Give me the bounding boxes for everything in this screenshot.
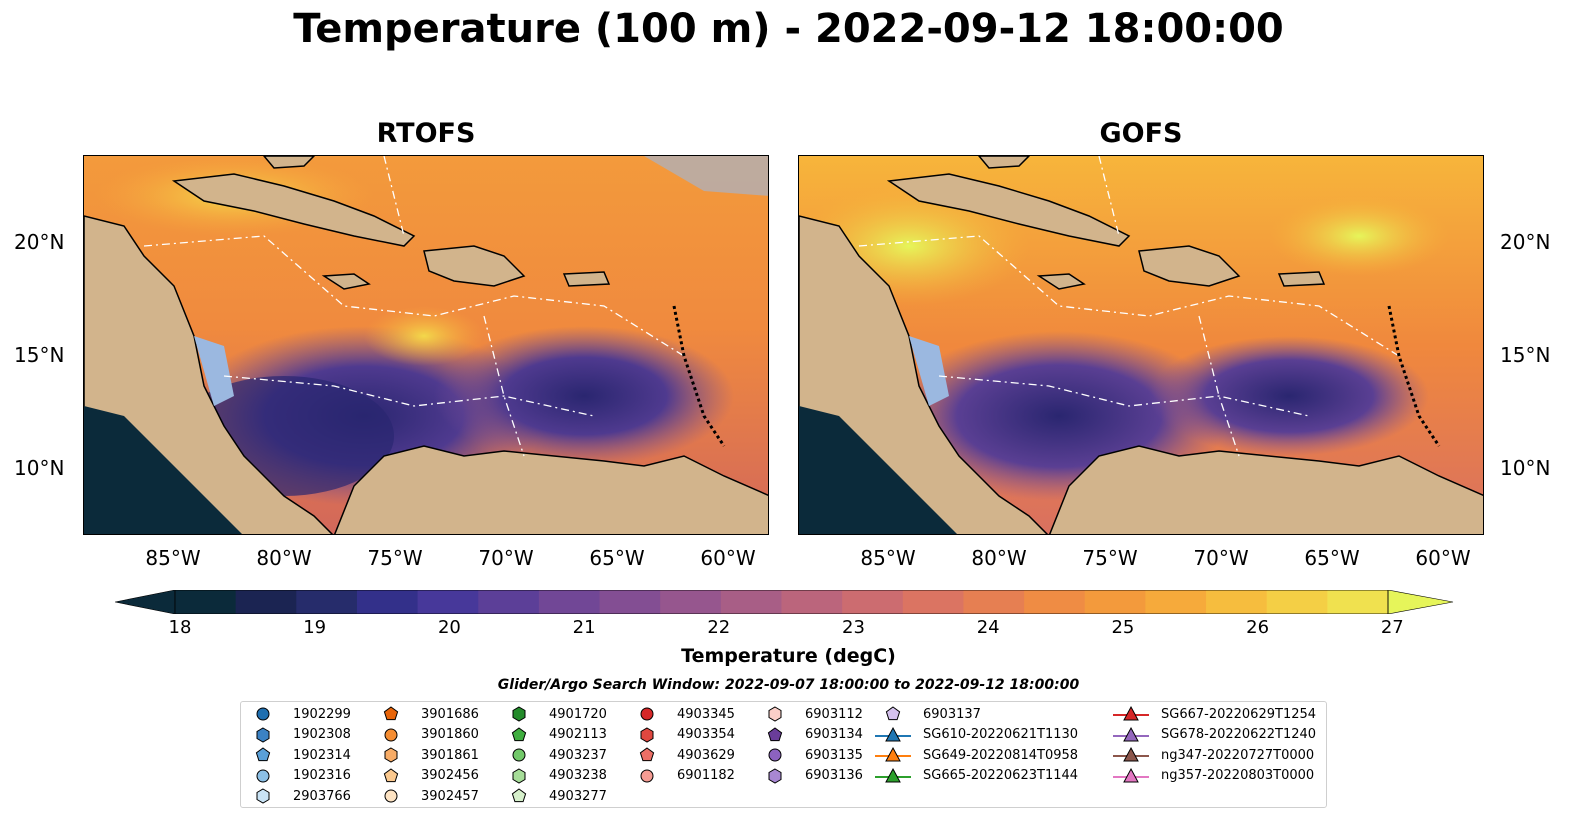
lon-label-80w-1: 80°W xyxy=(256,546,312,570)
lon-label-65w-1: 65°W xyxy=(589,546,645,570)
legend-item: 4903354 xyxy=(627,725,735,745)
colorbar-tick: 23 xyxy=(842,617,865,638)
lat-label-10-left: 10°N xyxy=(14,456,65,480)
legend-item-label: ng347-20220727T0000 xyxy=(1161,747,1315,763)
colorbar-tick: 21 xyxy=(572,617,596,638)
legend-item-label: 6903112 xyxy=(805,706,863,722)
legend-item: 6903136 xyxy=(755,766,863,786)
legend-item-label: SG649-20220814T0958 xyxy=(923,747,1079,763)
figure-title: Temperature (100 m) - 2022-09-12 18:00:0… xyxy=(293,6,1284,52)
legend-item: 4903629 xyxy=(627,745,735,765)
colorbar-tick: 18 xyxy=(168,617,192,638)
legend-item-label: 4903277 xyxy=(549,788,607,804)
legend-item: 6903134 xyxy=(755,725,863,745)
lon-label-60w-2: 60°W xyxy=(1415,546,1471,570)
legend-item: 4902113 xyxy=(499,725,607,745)
legend-item-label: SG665-20220623T1144 xyxy=(923,768,1079,783)
legend-item: ng357-20220803T0000 xyxy=(1111,766,1314,786)
legend-item-label: SG678-20220622T1240 xyxy=(1161,727,1317,742)
legend-item-label: 4902113 xyxy=(549,727,607,742)
legend-item: 4903277 xyxy=(499,786,607,806)
legend-item-label: 3901860 xyxy=(421,727,479,742)
lon-label-80w-2: 80°W xyxy=(971,546,1027,570)
legend: 1902299 1902308 1902314 1902316 2903766 39016… xyxy=(240,701,1327,808)
lon-label-85w-1: 85°W xyxy=(145,546,201,570)
legend-item-label: 6903135 xyxy=(805,747,863,763)
legend-item: 4903238 xyxy=(499,766,607,786)
colorbar-tick: 19 xyxy=(303,617,327,638)
legend-item: SG649-20220814T0958 xyxy=(873,745,1078,765)
lon-label-70w-1: 70°W xyxy=(478,546,534,570)
panel-title-gofs: GOFS xyxy=(1099,118,1183,149)
legend-item-label: 4903629 xyxy=(677,747,735,763)
lon-label-70w-2: 70°W xyxy=(1193,546,1249,570)
legend-item-label: 4901720 xyxy=(549,706,607,722)
legend-item: 1902314 xyxy=(243,745,351,765)
legend-item: 4901720 xyxy=(499,704,607,724)
legend-item-label: 4903238 xyxy=(549,768,607,783)
lon-label-85w-2: 85°W xyxy=(860,546,916,570)
colorbar-tick: 24 xyxy=(976,617,1000,638)
legend-item: 6903137 xyxy=(873,704,981,724)
legend-item-label: 3902457 xyxy=(421,788,479,804)
colorbar-tick: 27 xyxy=(1380,617,1404,638)
lat-label-15-left: 15°N xyxy=(14,343,65,367)
panel-title-rtofs: RTOFS xyxy=(376,118,476,149)
legend-item-label: 4903345 xyxy=(677,706,735,722)
legend-item: 1902308 xyxy=(243,725,351,745)
lat-label-20-left: 20°N xyxy=(14,230,65,254)
legend-item: SG610-20220621T1130 xyxy=(873,725,1078,745)
legend-item: 6903112 xyxy=(755,704,863,724)
legend-item-label: 1902314 xyxy=(293,747,351,763)
legend-item: SG667-20220629T1254 xyxy=(1111,704,1316,724)
legend-item: 3902457 xyxy=(371,786,479,806)
colorbar-tick: 20 xyxy=(437,617,461,638)
legend-item: 6901182 xyxy=(627,766,735,786)
legend-item: 3901861 xyxy=(371,745,479,765)
lat-label-15-right: 15°N xyxy=(1500,343,1551,367)
legend-item-label: ng357-20220803T0000 xyxy=(1161,768,1315,783)
legend-item-label: 1902299 xyxy=(293,706,351,722)
colorbar-tick: 25 xyxy=(1111,617,1135,638)
legend-item-label: 6903137 xyxy=(923,706,981,722)
legend-item: 6903135 xyxy=(755,745,863,765)
legend-item: SG678-20220622T1240 xyxy=(1111,725,1316,745)
legend-item: 1902299 xyxy=(243,704,351,724)
legend-item-label: 2903766 xyxy=(293,788,351,804)
lat-label-10-right: 10°N xyxy=(1500,456,1551,480)
legend-item-label: 3902456 xyxy=(421,768,479,783)
legend-item-label: 6903134 xyxy=(805,727,863,742)
colorbar-label: Temperature (degC) xyxy=(681,645,896,667)
legend-item-label: 3901861 xyxy=(421,747,479,763)
legend-item: 3902456 xyxy=(371,766,479,786)
legend-item-label: 6903136 xyxy=(805,768,863,783)
legend-item: ng347-20220727T0000 xyxy=(1111,745,1314,765)
legend-item-label: 1902308 xyxy=(293,727,351,742)
legend-item: 4903345 xyxy=(627,704,735,724)
lon-label-75w-1: 75°W xyxy=(367,546,423,570)
colorbar-tick: 22 xyxy=(707,617,731,638)
legend-item-label: 6901182 xyxy=(677,768,735,783)
legend-item-label: 1902316 xyxy=(293,768,351,783)
legend-item: 3901686 xyxy=(371,704,479,724)
legend-item-label: SG610-20220621T1130 xyxy=(923,727,1079,742)
map-gofs xyxy=(798,155,1484,535)
lon-label-60w-1: 60°W xyxy=(700,546,756,570)
colorbar-tick: 26 xyxy=(1246,617,1270,638)
legend-item: 4903237 xyxy=(499,745,607,765)
legend-item-label: 4903237 xyxy=(549,747,607,763)
legend-item: 1902316 xyxy=(243,766,351,786)
legend-item-label: SG667-20220629T1254 xyxy=(1161,706,1317,722)
lat-label-20-right: 20°N xyxy=(1500,230,1551,254)
legend-item-label: 3901686 xyxy=(421,706,479,722)
lon-label-65w-2: 65°W xyxy=(1304,546,1360,570)
legend-item-label: 4903354 xyxy=(677,727,735,742)
legend-item: SG665-20220623T1144 xyxy=(873,766,1078,786)
search-window-label: Glider/Argo Search Window: 2022-09-07 18… xyxy=(497,677,1080,693)
map-rtofs xyxy=(83,155,769,535)
legend-item: 3901860 xyxy=(371,725,479,745)
colorbar xyxy=(114,589,1455,615)
lon-label-75w-2: 75°W xyxy=(1082,546,1138,570)
legend-item: 2903766 xyxy=(243,786,351,806)
